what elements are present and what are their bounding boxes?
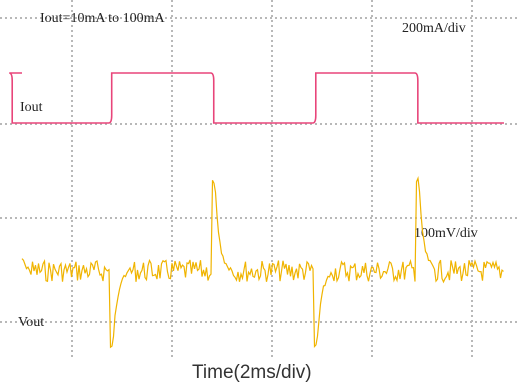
chart-title: Iout=10mA to 100mA — [40, 11, 165, 26]
vout-channel-label: Vout — [18, 315, 44, 330]
vout-trace — [21, 176, 504, 349]
grid — [0, 0, 518, 360]
iout-scale-label: 200mA/div — [402, 21, 466, 36]
iout-channel-label: Iout — [20, 100, 43, 115]
x-axis-label: Time(2ms/div) — [192, 362, 312, 383]
iout-trace — [9, 72, 504, 124]
channel-labels: Iout=10mA to 100mA 200mA/div Iout 100mV/… — [18, 11, 478, 383]
vout-scale-label: 100mV/div — [414, 226, 478, 241]
